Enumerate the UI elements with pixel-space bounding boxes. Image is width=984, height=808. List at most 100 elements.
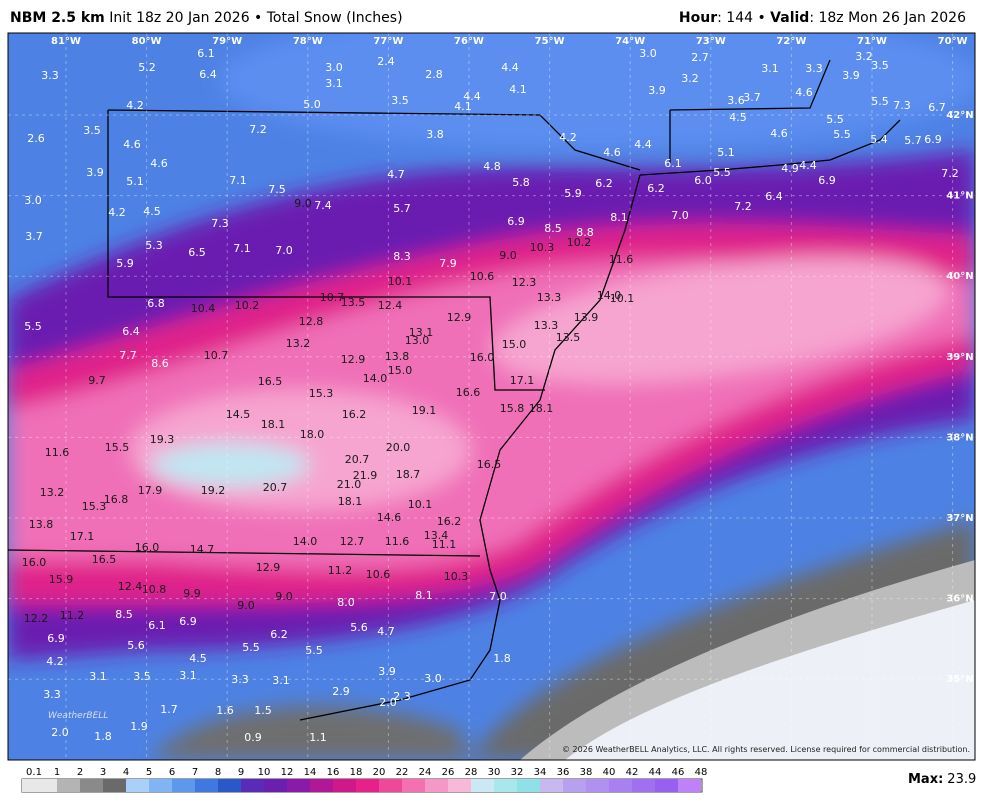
snow-total: 15.0 <box>388 364 413 377</box>
snow-total: 19.3 <box>150 433 175 446</box>
header-left: NBM 2.5 km Init 18z 20 Jan 2026 • Total … <box>10 10 403 26</box>
longitude-label: 72°W <box>776 36 806 47</box>
snow-total: 16.6 <box>456 386 481 399</box>
snow-total: 2.9 <box>332 685 350 698</box>
snow-total: 5.5 <box>871 95 889 108</box>
snow-total: 3.1 <box>325 77 343 90</box>
snow-total: 3.9 <box>378 665 396 678</box>
snow-total: 9.7 <box>88 374 106 387</box>
colorbar-cell <box>356 779 379 792</box>
snow-total: 12.9 <box>256 561 281 574</box>
borders <box>8 59 901 721</box>
snow-total: 10.2 <box>567 236 592 249</box>
colorbar-label: 8 <box>215 767 221 778</box>
latitude-label: 36°N <box>946 594 973 605</box>
longitude-label: 80°W <box>132 36 162 47</box>
snow-total: 12.4 <box>118 580 143 593</box>
snow-total: 3.1 <box>272 674 290 687</box>
colorbar-cell <box>448 779 471 792</box>
snow-total: 6.1 <box>148 619 166 632</box>
snow-total: 18.7 <box>396 468 421 481</box>
snow-total: 20.7 <box>263 481 288 494</box>
snow-total: 8.5 <box>115 608 133 621</box>
va-nc-border <box>8 549 481 557</box>
snow-total: 19.2 <box>201 484 226 497</box>
snow-total: 16.2 <box>437 515 462 528</box>
snow-total: 3.7 <box>25 230 43 243</box>
colorbar-label: 48 <box>695 767 708 778</box>
logo: WeatherBELL <box>48 711 108 721</box>
snow-total: 8.1 <box>610 211 628 224</box>
snow-total: 12.9 <box>341 353 366 366</box>
colorbar-cell <box>494 779 517 792</box>
snow-total: 1.6 <box>216 704 234 717</box>
colorbar-cell <box>333 779 356 792</box>
colorbar-label: 4 <box>123 767 129 778</box>
snow-total: 5.4 <box>870 133 888 146</box>
snow-total: 5.7 <box>904 134 922 147</box>
snow-total: 16.0 <box>22 556 47 569</box>
colorbar-label: 36 <box>557 767 570 778</box>
snow-total: 8.6 <box>151 357 169 370</box>
snow-total: 12.9 <box>447 311 472 324</box>
snow-total: 16.5 <box>92 553 117 566</box>
snow-total: 3.5 <box>391 94 409 107</box>
colorbar-label: 42 <box>626 767 639 778</box>
snow-total: 15.9 <box>49 573 74 586</box>
snow-total: 6.9 <box>507 215 525 228</box>
valid-text: : 18z Mon 26 Jan 2026 <box>809 10 966 26</box>
snow-total: 6.2 <box>647 182 665 195</box>
colorbar-cell <box>563 779 586 792</box>
snow-total: 15.8 <box>500 402 525 415</box>
colorbar-label: 18 <box>350 767 363 778</box>
snow-total: 4.4 <box>799 159 817 172</box>
snow-total: 10.7 <box>320 291 345 304</box>
snow-total: 14.5 <box>226 408 251 421</box>
snow-total: 1.1 <box>309 731 327 744</box>
snow-total: 13.2 <box>286 337 311 350</box>
snow-total: 7.0 <box>275 244 293 257</box>
snow-total: 3.1 <box>761 62 779 75</box>
longitude-label: 78°W <box>293 36 323 47</box>
snow-total: 10.3 <box>530 241 555 254</box>
snow-total: 5.5 <box>833 128 851 141</box>
snow-total: 16.8 <box>104 493 129 506</box>
snow-total: 10.6 <box>470 270 495 283</box>
colorbar-cell <box>149 779 172 792</box>
snow-total: 21.0 <box>337 478 362 491</box>
colorbar-label: 3 <box>100 767 106 778</box>
longitude-label: 75°W <box>535 36 565 47</box>
map-field: WeatherBELL © 2026 WeatherBELL Analytics… <box>8 33 975 760</box>
light-band <box>220 33 975 150</box>
snow-total: 5.1 <box>126 175 144 188</box>
snow-total: 4.2 <box>559 131 577 144</box>
snow-total: 11.6 <box>45 446 70 459</box>
snow-total: 10.1 <box>610 292 635 305</box>
colorbar-label: 1 <box>54 767 60 778</box>
snow-total: 5.5 <box>826 113 844 126</box>
snow-total: 3.9 <box>648 84 666 97</box>
snow-bands <box>8 33 975 760</box>
max-value: 23.9 <box>947 772 976 787</box>
snow-total: 7.3 <box>893 99 911 112</box>
snow-total: 5.0 <box>303 98 321 111</box>
snow-total: 5.2 <box>138 61 156 74</box>
coastline <box>639 119 901 176</box>
snow-total: 16.2 <box>342 408 367 421</box>
colorbar-label: 44 <box>649 767 662 778</box>
colorbar-label: 34 <box>534 767 547 778</box>
snow-total: 7.2 <box>941 167 959 180</box>
longitude-label: 79°W <box>212 36 242 47</box>
snow-total: 3.3 <box>43 688 61 701</box>
colorbar-cell <box>57 779 80 792</box>
snow-total: 9.0 <box>294 197 312 210</box>
snow-total: 7.1 <box>233 242 251 255</box>
snow-total: 4.1 <box>509 83 527 96</box>
snow-total: 10.1 <box>388 275 413 288</box>
snow-total: 5.1 <box>717 146 735 159</box>
cyan-area <box>150 443 310 487</box>
snow-total: 0.9 <box>244 731 262 744</box>
snow-total: 13.2 <box>40 486 65 499</box>
colorbar-cell <box>655 779 678 792</box>
snow-total: 21.9 <box>353 469 378 482</box>
